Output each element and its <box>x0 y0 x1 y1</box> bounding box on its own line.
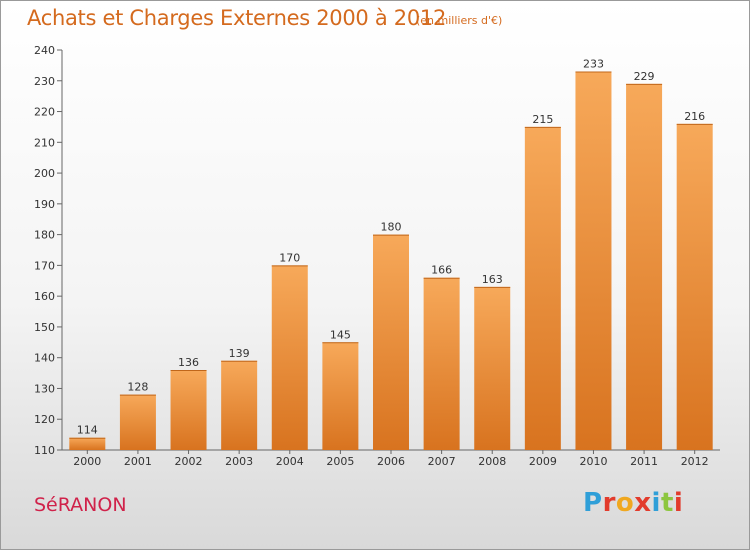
bar <box>524 126 561 450</box>
commune-name: SéRANON <box>34 494 127 516</box>
chart-unit: (en milliers d'€) <box>416 14 503 27</box>
y-tick-label: 240 <box>34 44 55 57</box>
x-tick-label: 2010 <box>579 455 607 468</box>
brand-letter: P <box>583 488 603 518</box>
x-tick-label: 2004 <box>276 455 304 468</box>
bar-value-label: 139 <box>229 347 250 360</box>
x-tick-label: 2002 <box>175 455 203 468</box>
bar-value-label: 180 <box>381 221 402 234</box>
brand-letter: t <box>660 488 674 518</box>
bar-value-label: 233 <box>583 58 604 71</box>
y-tick-label: 150 <box>34 321 55 334</box>
brand-letter: i <box>673 488 684 518</box>
y-tick-label: 130 <box>34 382 55 395</box>
chart-bars <box>69 71 713 451</box>
bar <box>423 277 460 450</box>
bar-value-label: 170 <box>279 251 300 264</box>
x-tick-label: 2005 <box>326 455 354 468</box>
x-tick-label: 2011 <box>630 455 658 468</box>
x-tick-label: 2001 <box>124 455 152 468</box>
chart-title: Achats et Charges Externes 2000 à 2012 <box>27 6 447 30</box>
y-tick-label: 140 <box>34 352 55 365</box>
brand-letter: x <box>634 488 652 518</box>
y-tick-label: 220 <box>34 106 55 119</box>
bar-value-label: 163 <box>482 273 503 286</box>
bar-value-label: 136 <box>178 356 199 369</box>
y-tick-label: 200 <box>34 167 55 180</box>
y-tick-label: 110 <box>34 444 55 457</box>
bar <box>474 286 511 450</box>
bar <box>69 437 106 450</box>
y-tick-label: 120 <box>34 413 55 426</box>
bar <box>373 234 409 450</box>
bar-value-label: 229 <box>634 70 655 83</box>
bar <box>271 265 308 450</box>
x-tick-label: 2003 <box>225 455 253 468</box>
x-tick-label: 2009 <box>529 455 557 468</box>
brand-letter: o <box>615 488 635 518</box>
bar <box>676 123 713 450</box>
chart-labels: 114 128 136 139 170 145 180 166 163 215 233 229 216 <box>77 58 705 437</box>
bar <box>626 83 663 450</box>
bar-value-label: 114 <box>77 424 98 437</box>
bar <box>575 71 612 451</box>
x-tick-label: 2000 <box>73 455 101 468</box>
brand-logo: Proxiti <box>583 488 683 518</box>
y-tick-label: 230 <box>34 75 55 88</box>
x-tick-label: 2006 <box>377 455 405 468</box>
bar <box>119 394 156 450</box>
bar <box>221 360 258 450</box>
bar-value-label: 216 <box>684 110 705 123</box>
x-tick-label: 2008 <box>478 455 506 468</box>
brand-letter: i <box>651 488 661 518</box>
y-tick-label: 180 <box>34 229 55 242</box>
y-tick-label: 210 <box>34 136 55 149</box>
bar <box>322 342 359 450</box>
bar-value-label: 166 <box>431 264 452 277</box>
bar-value-label: 215 <box>532 113 553 126</box>
bar-value-label: 128 <box>127 381 148 394</box>
y-tick-label: 170 <box>34 259 55 272</box>
x-tick-label: 2007 <box>428 455 456 468</box>
bar <box>170 370 207 450</box>
brand-letter: r <box>602 488 616 518</box>
x-tick-label: 2012 <box>681 455 709 468</box>
bar-value-label: 145 <box>330 328 351 341</box>
y-tick-label: 160 <box>34 290 55 303</box>
y-tick-label: 190 <box>34 198 55 211</box>
